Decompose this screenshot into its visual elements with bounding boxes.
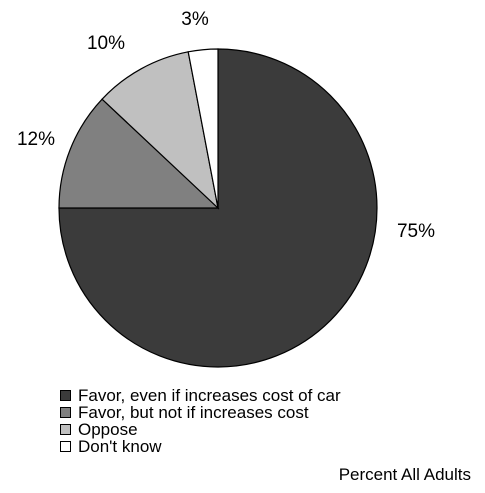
legend-label: Don't know [78, 437, 162, 456]
legend: Favor, even if increases cost of car Fav… [60, 387, 341, 455]
legend-swatch [60, 390, 71, 401]
pie-value-label: 10% [87, 33, 125, 54]
chart-footer: Percent All Adults [338, 465, 471, 484]
pie-slice [187, 48, 219, 209]
legend-item-oppose: Oppose [60, 421, 341, 438]
legend-swatch [60, 424, 71, 435]
pie-value-label: 75% [397, 221, 435, 242]
pie-value-label: 12% [17, 129, 55, 150]
pie-slice [101, 51, 219, 210]
legend-label: Oppose [78, 420, 138, 439]
pie-slices [58, 48, 378, 368]
legend-label: Favor, but not if increases cost [78, 403, 309, 422]
pie-slice [58, 98, 220, 209]
pie-value-label: 3% [181, 9, 209, 30]
legend-item-favor-even-if-cost: Favor, even if increases cost of car [60, 387, 341, 404]
legend-item-dont-know: Don't know [60, 438, 341, 455]
pie-value-labels: 75% 12% 10% 3% [17, 9, 435, 242]
legend-swatch [60, 441, 71, 452]
legend-swatch [60, 407, 71, 418]
legend-item-favor-not-if-cost: Favor, but not if increases cost [60, 404, 341, 421]
legend-label: Favor, even if increases cost of car [78, 386, 341, 405]
